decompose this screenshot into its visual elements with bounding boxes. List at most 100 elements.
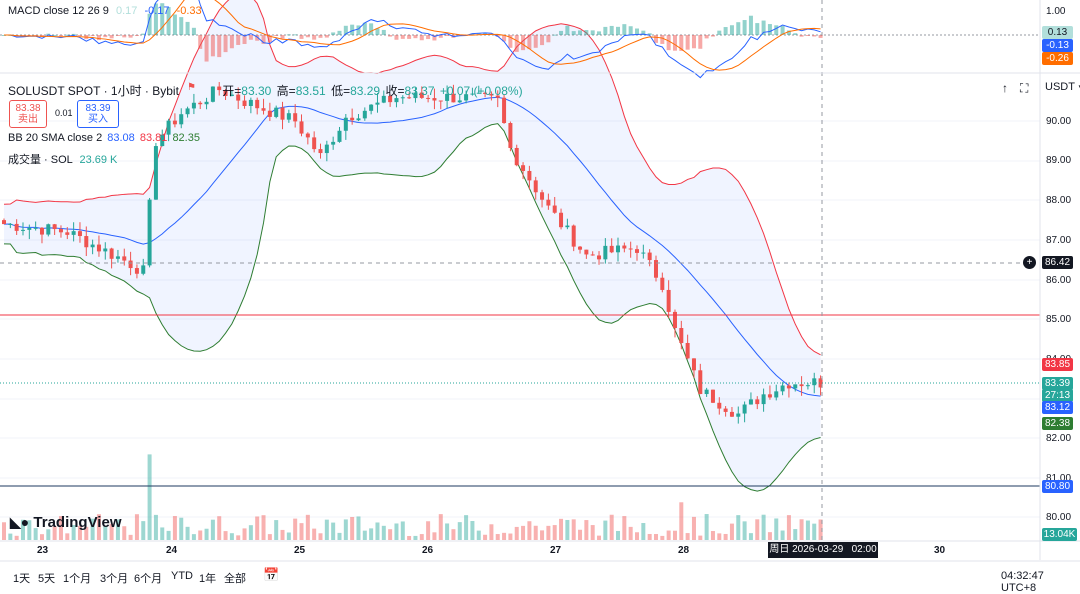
buy-price: 83.39 — [85, 103, 111, 114]
candle-body — [419, 92, 424, 98]
candle-body — [147, 199, 152, 266]
macd-histogram-bar — [818, 35, 823, 38]
add-alert-icon[interactable]: + — [1023, 256, 1036, 269]
macd-histogram-bar — [27, 35, 32, 36]
candle-body — [767, 394, 772, 398]
candle-body — [578, 246, 583, 250]
range-3m[interactable]: 3个月 — [100, 573, 129, 585]
tradingview-logo[interactable]: ◣● TradingView — [10, 514, 122, 531]
candle-body — [635, 249, 639, 253]
macd-histogram-bar — [748, 15, 753, 35]
candle-body — [774, 391, 779, 398]
volume-bar — [691, 516, 696, 540]
candle-body — [166, 120, 171, 135]
candle-body — [483, 92, 488, 94]
macd-histogram-bar — [426, 35, 431, 40]
range-all[interactable]: 全部 — [224, 573, 246, 585]
flag-icon: ⚑ — [187, 82, 196, 93]
volume-bar — [514, 526, 519, 540]
volume-bar — [229, 533, 234, 540]
volume-bar — [52, 526, 57, 540]
volume-bar — [324, 519, 329, 540]
macd-histogram-bar — [77, 35, 82, 36]
volume-bar — [128, 534, 133, 540]
buy-button[interactable]: 83.39 买入 — [77, 100, 119, 128]
volume-bar — [185, 526, 190, 540]
price-tick: 87.00 — [1046, 235, 1072, 246]
macd-line — [3, 0, 821, 79]
candle-body — [324, 144, 329, 154]
candle-body — [96, 244, 101, 252]
date-range-calendar-icon[interactable]: 📅 — [263, 567, 280, 582]
candle-body — [685, 342, 690, 359]
clock-display[interactable]: 04:32:47 UTC+8 — [1001, 570, 1044, 594]
volume-bar — [274, 520, 279, 540]
symbol-title[interactable]: SOLUSDT SPOT · 1小时 · Bybit — [8, 84, 179, 98]
bb-upper-badge: 83.85 — [1042, 358, 1073, 371]
macd-histogram-bar — [736, 22, 741, 35]
candle-body — [597, 255, 602, 260]
volume-bar — [362, 530, 367, 540]
range-1d[interactable]: 1天 — [13, 573, 31, 585]
macd-line-badge: -0.13 — [1042, 39, 1073, 52]
volume-bar — [103, 526, 108, 540]
macd-histogram-bar — [552, 34, 557, 36]
last-price-badge: 83.39 — [1042, 377, 1073, 390]
candle-body — [90, 244, 95, 248]
macd-histogram-bar — [204, 35, 209, 62]
volume-bar — [33, 528, 38, 540]
macd-histogram-bar — [122, 35, 127, 38]
range-1y[interactable]: 1年 — [199, 573, 217, 585]
volume-legend[interactable]: 成交量 · SOL 23.69 K — [8, 151, 117, 167]
macd-histogram-bar — [96, 35, 101, 41]
macd-hist-badge: 0.13 — [1042, 26, 1073, 39]
macd-histogram-bar — [185, 21, 190, 35]
price-tick: 89.00 — [1046, 155, 1072, 166]
candle-body — [666, 289, 671, 312]
sell-button[interactable]: 83.38 卖出 — [9, 100, 47, 128]
range-1m[interactable]: 1个月 — [63, 573, 92, 585]
volume-bar — [77, 525, 82, 540]
candle-body — [318, 149, 323, 154]
macd-histogram-bar — [527, 35, 532, 50]
macd-histogram-bar — [280, 35, 285, 39]
candle-body — [679, 328, 684, 343]
candle-body — [20, 229, 25, 231]
date-tick: 26 — [422, 545, 434, 556]
macd-histogram-bar — [236, 35, 241, 45]
macd-histogram-bar — [210, 35, 215, 57]
candle-body — [2, 220, 6, 225]
range-ytd[interactable]: YTD — [171, 570, 193, 582]
macd-axis-top: 1.00 — [1046, 6, 1066, 17]
currency-select[interactable]: USDT▼ — [1045, 81, 1080, 93]
volume-bar — [134, 514, 139, 540]
volume-bar — [286, 532, 291, 540]
arrow-up-icon[interactable]: ↑ — [1002, 81, 1008, 95]
volume-value: 23.69 K — [79, 154, 118, 166]
volume-bar — [470, 521, 475, 540]
candle-body — [710, 389, 715, 403]
volume-bar — [147, 454, 152, 540]
volume-bar — [660, 535, 665, 540]
candle-body — [122, 256, 127, 261]
volume-bar — [476, 530, 481, 540]
macd-histogram-bar — [147, 13, 152, 35]
range-6m[interactable]: 6个月 — [134, 573, 163, 585]
fullscreen-icon[interactable]: ⛶ — [1020, 81, 1029, 95]
candle-body — [223, 90, 228, 96]
bb-legend[interactable]: BB 20 SMA close 2 83.08 83.81 82.35 — [8, 132, 200, 144]
macd-histogram-bar — [622, 24, 627, 35]
macd-histogram-bar — [723, 27, 728, 35]
macd-histogram-bar — [647, 33, 652, 35]
macd-histogram-bar — [160, 3, 165, 35]
candle-body — [153, 146, 158, 200]
volume-bar — [729, 523, 734, 540]
candle-body — [388, 95, 393, 103]
range-5d[interactable]: 5天 — [38, 573, 56, 585]
macd-histogram-bar — [286, 34, 291, 36]
volume-bar — [799, 519, 804, 540]
macd-histogram-bar — [58, 35, 63, 36]
macd-histogram-bar — [679, 35, 684, 51]
volume-bar — [641, 523, 646, 540]
